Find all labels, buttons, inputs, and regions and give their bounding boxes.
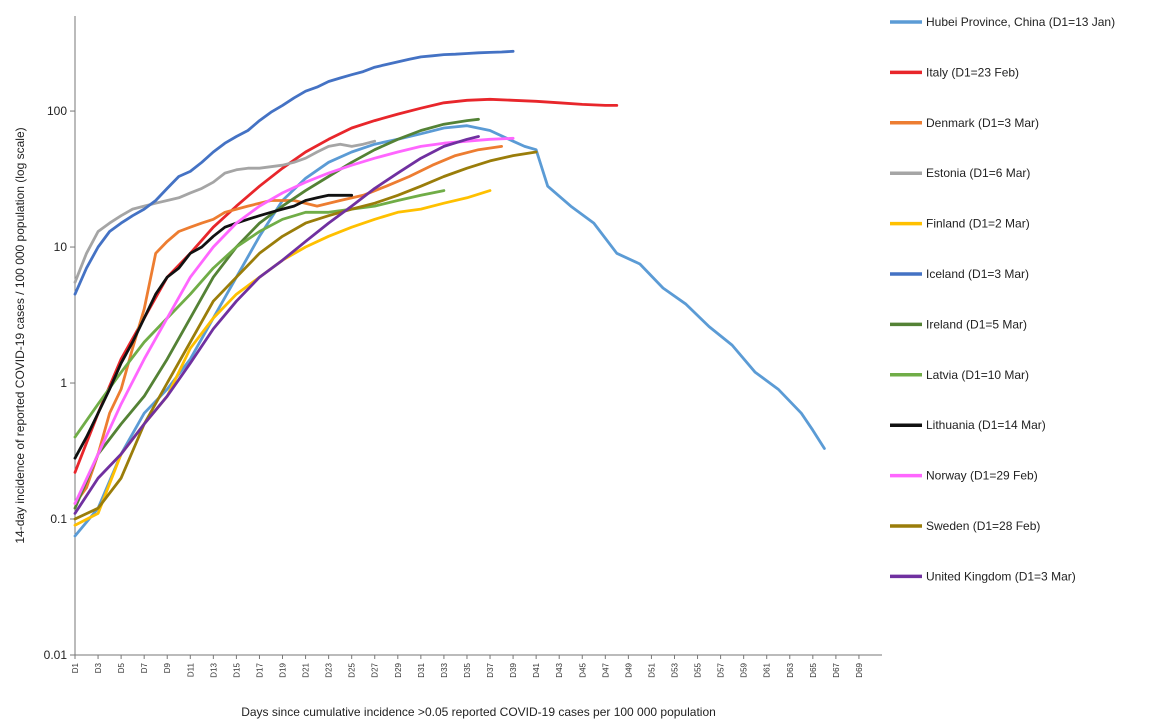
legend-label: Italy (D1=23 Feb) <box>926 65 1019 79</box>
x-tick-label: D63 <box>786 662 795 677</box>
y-tick-label: 0.1 <box>50 512 67 526</box>
x-tick-label: D69 <box>855 662 864 677</box>
x-axis-title: Days since cumulative incidence >0.05 re… <box>241 705 716 719</box>
x-tick-label: D37 <box>486 662 495 677</box>
legend-label: Denmark (D1=3 Mar) <box>926 116 1039 130</box>
x-tick-label: D47 <box>601 662 610 677</box>
x-tick-label: D49 <box>624 662 633 677</box>
x-tick-label: D57 <box>717 662 726 677</box>
x-tick-label: D31 <box>417 662 426 677</box>
legend-label: Estonia (D1=6 Mar) <box>926 166 1030 180</box>
series-line-9 <box>73 136 515 505</box>
legend: Hubei Province, China (D1=13 Jan) Italy (… <box>890 15 1115 583</box>
legend-label: Latvia (D1=10 Mar) <box>926 368 1029 382</box>
x-tick-label: D3 <box>94 662 103 673</box>
series-line-7 <box>73 189 446 439</box>
legend-label: United Kingdom (D1=3 Mar) <box>926 569 1076 583</box>
y-axis-title: 14-day incidence of reported COVID-19 ca… <box>13 127 27 543</box>
x-tick-label: D59 <box>740 662 749 677</box>
series-line-4 <box>73 189 492 527</box>
legend-label: Norway (D1=29 Feb) <box>926 469 1038 483</box>
x-tick-label: D5 <box>117 662 126 673</box>
x-tick-label: D21 <box>302 662 311 677</box>
x-tick-label: D35 <box>463 662 472 677</box>
x-tick-label: D9 <box>163 662 172 673</box>
legend-label: Iceland (D1=3 Mar) <box>926 267 1029 281</box>
x-tick-label: D53 <box>670 662 679 677</box>
legend-label: Lithuania (D1=14 Mar) <box>926 418 1046 432</box>
series-lines <box>73 49 826 538</box>
series-line-10 <box>73 150 538 521</box>
x-tick-label: D61 <box>763 662 772 677</box>
series-line-6 <box>73 117 480 510</box>
x-tick-label: D25 <box>348 662 357 677</box>
x-tick-label: D55 <box>694 662 703 677</box>
y-tick-label: 100 <box>47 104 67 118</box>
legend-label: Hubei Province, China (D1=13 Jan) <box>926 15 1115 29</box>
x-tick-label: D65 <box>809 662 818 677</box>
x-tick-label: D11 <box>186 662 195 677</box>
x-tick-label: D17 <box>255 662 264 677</box>
legend-label: Sweden (D1=28 Feb) <box>926 519 1040 533</box>
x-tick-label: D39 <box>509 662 518 677</box>
x-tick-label: D19 <box>279 662 288 677</box>
series-line-11 <box>73 135 480 515</box>
series-line-2 <box>73 144 504 505</box>
x-tick-label: D41 <box>532 662 541 677</box>
x-tick-label: D67 <box>832 662 841 677</box>
series-line-5 <box>73 49 515 296</box>
series-line-8 <box>73 193 354 460</box>
x-tick-label: D33 <box>440 662 449 677</box>
x-tick-label: D1 <box>71 662 80 673</box>
series-line-3 <box>73 139 377 284</box>
x-tick-label: D43 <box>555 662 564 677</box>
y-tick-label: 10 <box>54 240 68 254</box>
x-tick-label: D13 <box>209 662 218 677</box>
legend-label: Finland (D1=2 Mar) <box>926 217 1030 231</box>
axes: 0.01 0.1 1 10 100 D1 D3 D5 D7 D9 D11 D13 D15 D17 D19 D2… <box>44 16 882 678</box>
y-tick-label: 0.01 <box>44 648 68 662</box>
x-tick-label: D51 <box>647 662 656 677</box>
x-tick-label: D27 <box>371 662 380 677</box>
x-tick-label: D45 <box>578 662 587 677</box>
y-tick-label: 1 <box>60 376 67 390</box>
legend-label: Ireland (D1=5 Mar) <box>926 317 1027 331</box>
x-tick-label: D15 <box>232 662 241 677</box>
series-line-0 <box>73 124 826 538</box>
x-tick-label: D23 <box>325 662 334 677</box>
x-tick-label: D7 <box>140 662 149 673</box>
x-tick-label: D29 <box>394 662 403 677</box>
